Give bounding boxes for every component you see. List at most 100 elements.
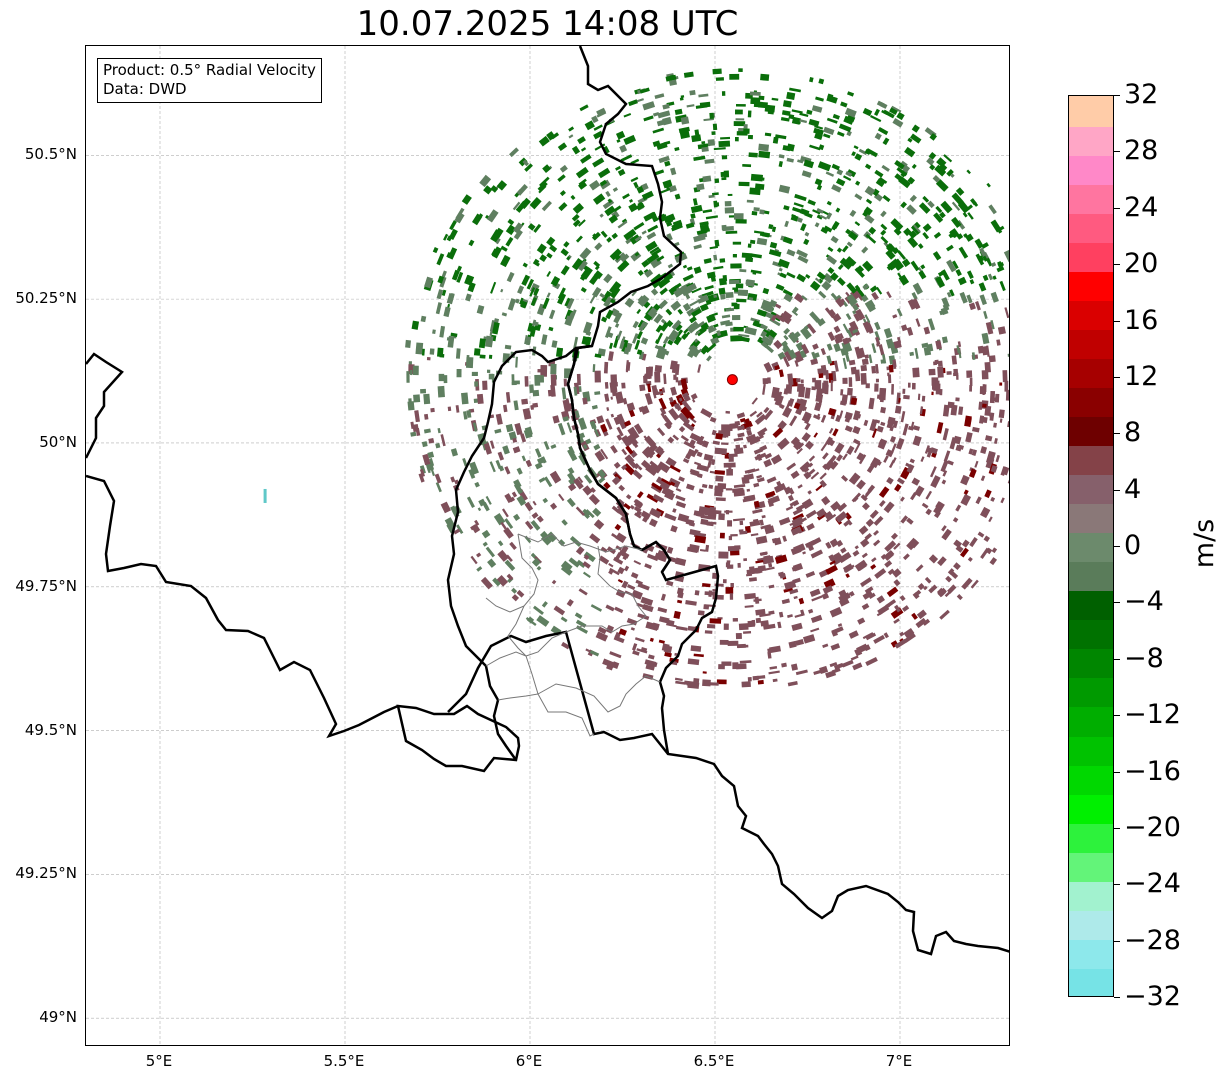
echo-cell [663, 272, 674, 282]
echo-cell [783, 334, 789, 341]
echo-cell [778, 312, 792, 325]
echo-cell [837, 502, 848, 512]
echo-cell [966, 370, 973, 378]
echo-cell [935, 383, 941, 395]
echo-cell [783, 388, 789, 395]
echo-cell [782, 289, 793, 297]
echo-cell [795, 669, 808, 676]
echo-cell [753, 500, 760, 508]
echo-cell [495, 238, 501, 245]
echo-cell [871, 428, 878, 438]
echo-cell [591, 231, 601, 241]
echo-cell [656, 120, 664, 127]
echo-cell [646, 252, 660, 264]
echo-cell [850, 655, 859, 661]
echo-cell [533, 321, 539, 326]
echo-cell [773, 537, 782, 546]
echo-cell [630, 627, 635, 631]
echo-cell [697, 297, 705, 304]
echo-cell [868, 592, 876, 599]
echo-cell [547, 389, 553, 397]
echo-cell [715, 475, 724, 482]
echo-cell [921, 502, 929, 509]
echo-cell [928, 554, 939, 564]
echo-cell [680, 378, 688, 391]
echo-cell [816, 184, 823, 191]
echo-cell [704, 158, 715, 164]
echo-cell [660, 593, 666, 601]
echo-cell [696, 183, 705, 191]
echo-cell [693, 155, 706, 161]
colorbar-segment [1069, 328, 1113, 360]
echo-cell [987, 452, 996, 461]
echo-cell [645, 662, 656, 671]
echo-cell [705, 299, 712, 306]
echo-cell [832, 220, 840, 230]
echo-cell [654, 445, 664, 455]
echo-cell [492, 321, 500, 335]
echo-cell [589, 420, 597, 430]
echo-cell [768, 329, 778, 339]
echo-cell [662, 116, 672, 126]
echo-cell [599, 213, 604, 218]
echo-cell [993, 438, 998, 444]
echo-cell [895, 437, 905, 450]
echo-cell [751, 211, 758, 216]
echo-cell [477, 507, 482, 512]
echo-cell [653, 394, 657, 399]
echo-cell [490, 185, 499, 193]
echo-cell [439, 325, 446, 338]
echo-cell [623, 420, 632, 427]
echo-cell [652, 112, 660, 117]
echo-cell [977, 531, 985, 538]
echo-cell [689, 316, 697, 324]
echo-cell [519, 297, 524, 305]
echo-cell [774, 313, 786, 323]
echo-cell [808, 462, 814, 468]
echo-cell [674, 193, 681, 200]
echo-cell [488, 373, 494, 380]
echo-cell [609, 248, 622, 261]
radar-site-marker[interactable] [726, 374, 738, 386]
echo-cell [805, 509, 817, 519]
radar-map[interactable] [86, 46, 1010, 1046]
echo-cell [631, 643, 638, 651]
echo-cell [605, 604, 615, 612]
echo-cell [507, 298, 517, 311]
echo-cell [726, 560, 731, 563]
echo-cell [962, 212, 968, 218]
echo-cell [741, 681, 751, 688]
region-line [485, 533, 661, 737]
echo-cell [990, 465, 998, 473]
echo-cell [621, 448, 628, 456]
echo-cell [912, 367, 920, 378]
echo-cell [749, 187, 761, 196]
echo-cell [597, 626, 607, 635]
echo-cell [505, 236, 514, 247]
echo-cell [428, 437, 435, 444]
echo-cell [634, 235, 642, 242]
echo-cell [505, 391, 511, 403]
y-tick-label: 50°N [39, 432, 77, 451]
echo-cell [907, 299, 917, 310]
echo-cell [714, 202, 720, 207]
echo-cell [757, 679, 764, 685]
echo-cell [671, 282, 682, 292]
echo-cell [638, 321, 647, 332]
echo-cell [966, 169, 971, 175]
echo-cell [755, 559, 764, 564]
echo-cell [893, 618, 900, 624]
map-area[interactable] [85, 45, 1010, 1046]
echo-cell [546, 270, 552, 277]
echo-cell [601, 290, 612, 303]
echo-cell [508, 431, 517, 441]
echo-cell [534, 555, 543, 564]
echo-cell [827, 331, 836, 342]
echo-cell [909, 351, 915, 357]
echo-cell [844, 425, 853, 433]
echo-cell [437, 385, 445, 398]
echo-cell [680, 435, 689, 442]
echo-cell [524, 520, 534, 530]
echo-cell [681, 399, 692, 412]
echo-cell [438, 373, 445, 382]
